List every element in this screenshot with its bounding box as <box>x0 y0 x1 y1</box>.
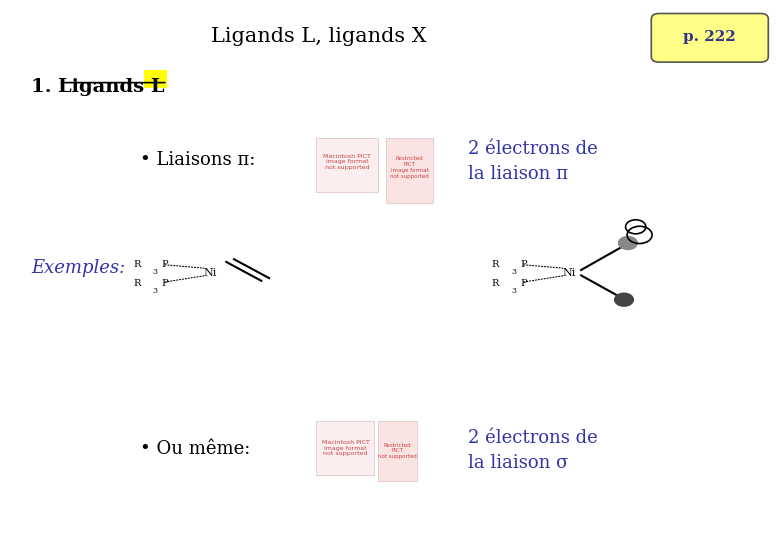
Text: R: R <box>133 279 140 288</box>
Text: 3: 3 <box>511 268 516 276</box>
Text: Macintosh PICT
image format
not supported: Macintosh PICT image format not supporte… <box>321 440 370 456</box>
FancyBboxPatch shape <box>378 421 417 481</box>
FancyBboxPatch shape <box>386 138 433 202</box>
Text: • Liaisons π:: • Liaisons π: <box>140 151 256 169</box>
Text: P: P <box>520 279 526 288</box>
Text: Restricted
PICT
not supported: Restricted PICT not supported <box>378 443 417 459</box>
Text: P: P <box>161 260 168 269</box>
Text: Ni: Ni <box>204 268 218 278</box>
Circle shape <box>615 293 633 306</box>
FancyBboxPatch shape <box>316 421 374 475</box>
Circle shape <box>619 237 637 249</box>
Text: Ni: Ni <box>562 268 576 278</box>
Text: la liaison π: la liaison π <box>468 165 568 183</box>
Text: 2 électrons de: 2 électrons de <box>468 140 597 158</box>
Text: P: P <box>161 279 168 288</box>
Text: P: P <box>520 260 526 269</box>
Text: 3: 3 <box>152 287 157 295</box>
Text: Ligands L, ligands X: Ligands L, ligands X <box>211 27 426 46</box>
Text: R: R <box>492 260 499 269</box>
Text: 3: 3 <box>511 287 516 295</box>
Text: 1.: 1. <box>31 78 58 96</box>
FancyBboxPatch shape <box>316 138 378 192</box>
Text: 3: 3 <box>152 268 157 276</box>
Text: Restricted
PICT
image format
not supported: Restricted PICT image format not support… <box>390 156 429 179</box>
Text: Ligands L: Ligands L <box>58 78 165 96</box>
Text: R: R <box>133 260 140 269</box>
Text: Macintosh PICT
image format
not supported: Macintosh PICT image format not supporte… <box>323 154 371 170</box>
Text: • Ou même:: • Ou même: <box>140 440 251 458</box>
Text: p. 222: p. 222 <box>683 30 736 44</box>
Text: 2 électrons de: 2 électrons de <box>468 429 597 447</box>
FancyBboxPatch shape <box>144 70 167 88</box>
Text: la liaison σ: la liaison σ <box>468 454 569 471</box>
Text: Exemples:: Exemples: <box>31 259 126 277</box>
FancyBboxPatch shape <box>651 14 768 62</box>
Text: R: R <box>492 279 499 288</box>
